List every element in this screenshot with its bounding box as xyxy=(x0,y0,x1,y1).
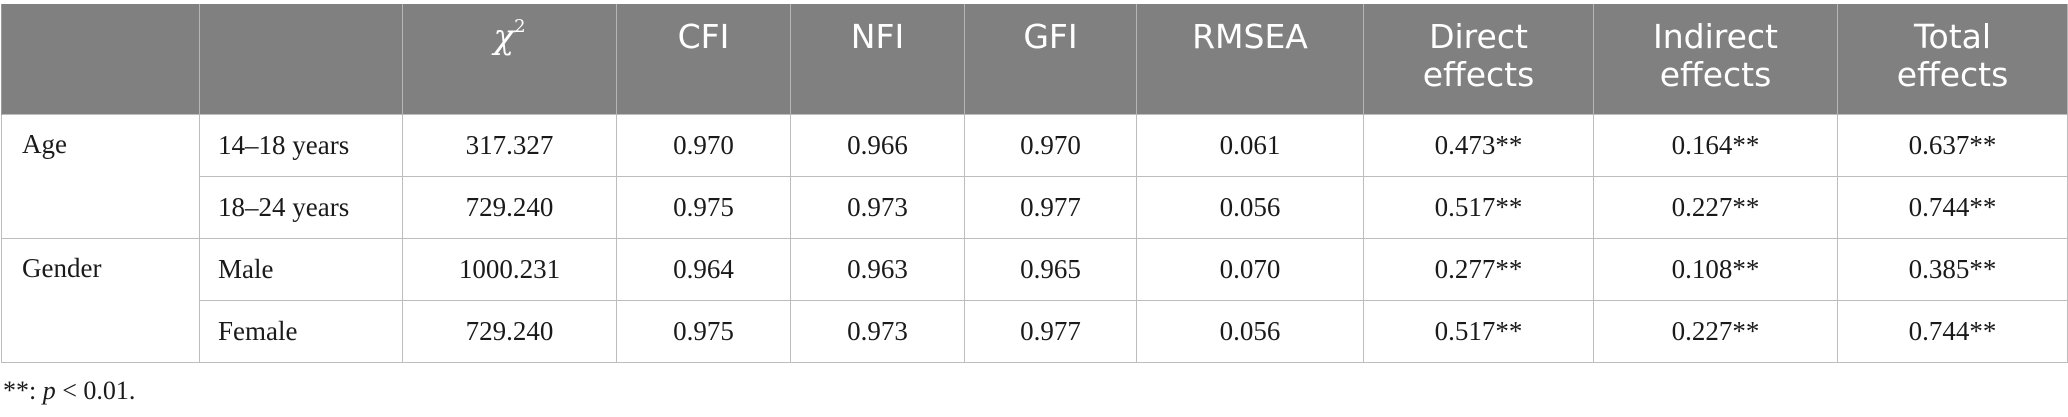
indirect-cell: 0.108** xyxy=(1593,237,1838,301)
subgroup-cell: 18–24 years xyxy=(199,175,403,239)
header-subgroup xyxy=(199,4,403,114)
subgroup-cell: Female xyxy=(199,299,403,363)
header-indirect-effects: Indirect effects xyxy=(1593,4,1838,114)
table-row: 18–24 years 729.240 0.975 0.973 0.977 0.… xyxy=(2,175,2068,239)
group-cell-age: Age xyxy=(1,113,200,239)
nfi-cell: 0.973 xyxy=(790,299,965,363)
header-row: χ2 CFI NFI GFI RMSEA Direct effects Indir… xyxy=(1,4,2068,114)
gfi-cell: 0.970 xyxy=(964,113,1137,177)
direct-cell: 0.517** xyxy=(1363,299,1594,363)
cfi-cell: 0.970 xyxy=(616,113,791,177)
total-cell: 0.637** xyxy=(1837,113,2068,177)
direct-cell: 0.277** xyxy=(1363,237,1594,301)
nfi-cell: 0.963 xyxy=(790,237,965,301)
total-cell: 0.744** xyxy=(1837,175,2068,239)
chi-symbol: χ2 xyxy=(493,16,526,57)
chi2-cell: 729.240 xyxy=(402,175,617,239)
chi2-cell: 729.240 xyxy=(402,299,617,363)
table-footnote: **: p < 0.01. xyxy=(3,376,135,406)
table-header: χ2 CFI NFI GFI RMSEA Direct effects Indir… xyxy=(1,4,2068,114)
rmsea-cell: 0.056 xyxy=(1136,175,1364,239)
subgroup-cell: 14–18 years xyxy=(199,113,403,177)
results-table: χ2 CFI NFI GFI RMSEA Direct effects Indir… xyxy=(1,4,2068,363)
header-nfi: NFI xyxy=(790,4,965,114)
table-body: Age 14–18 years 317.327 0.970 0.966 0.97… xyxy=(1,113,2068,363)
total-cell: 0.744** xyxy=(1837,299,2068,363)
cfi-cell: 0.975 xyxy=(616,175,791,239)
header-cfi: CFI xyxy=(616,4,791,114)
table-row: Gender Male 1000.231 0.964 0.963 0.965 0… xyxy=(1,237,2068,363)
direct-cell: 0.473** xyxy=(1363,113,1594,177)
header-total-effects: Total effects xyxy=(1837,4,2068,114)
subgroup-cell: Male xyxy=(199,237,403,301)
footnote-marker: **: xyxy=(3,376,43,405)
header-chi-square: χ2 xyxy=(402,4,617,114)
chi-superscript: 2 xyxy=(514,16,526,37)
gfi-cell: 0.977 xyxy=(964,299,1137,363)
direct-cell: 0.517** xyxy=(1363,175,1594,239)
rmsea-cell: 0.061 xyxy=(1136,113,1364,177)
table-row: Age 14–18 years 317.327 0.970 0.966 0.97… xyxy=(1,113,2068,239)
group-cell-gender: Gender xyxy=(1,237,200,363)
gfi-cell: 0.977 xyxy=(964,175,1137,239)
table-row: Female 729.240 0.975 0.973 0.977 0.056 0… xyxy=(2,299,2068,363)
nfi-cell: 0.966 xyxy=(790,113,965,177)
indirect-cell: 0.227** xyxy=(1593,175,1838,239)
chi2-cell: 1000.231 xyxy=(402,237,617,301)
indirect-cell: 0.164** xyxy=(1593,113,1838,177)
rmsea-cell: 0.056 xyxy=(1136,299,1364,363)
gfi-cell: 0.965 xyxy=(964,237,1137,301)
footnote-text: < 0.01. xyxy=(55,376,136,405)
rmsea-cell: 0.070 xyxy=(1136,237,1364,301)
nfi-cell: 0.973 xyxy=(790,175,965,239)
header-group xyxy=(1,4,200,114)
indirect-cell: 0.227** xyxy=(1593,299,1838,363)
header-rmsea: RMSEA xyxy=(1136,4,1364,114)
results-table-container: χ2 CFI NFI GFI RMSEA Direct effects Indir… xyxy=(0,4,2068,363)
header-direct-effects: Direct effects xyxy=(1363,4,1594,114)
header-gfi: GFI xyxy=(964,4,1137,114)
total-cell: 0.385** xyxy=(1837,237,2068,301)
footnote-p-symbol: p xyxy=(42,376,56,405)
chi2-cell: 317.327 xyxy=(402,113,617,177)
cfi-cell: 0.975 xyxy=(616,299,791,363)
cfi-cell: 0.964 xyxy=(616,237,791,301)
